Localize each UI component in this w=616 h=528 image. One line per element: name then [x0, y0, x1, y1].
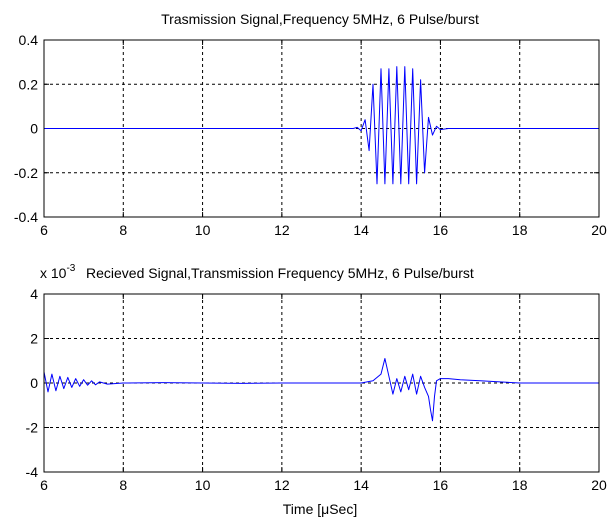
axis-scale-label: x 10-3	[40, 263, 76, 281]
y-tick-label: -0.2	[14, 165, 38, 181]
x-tick-label: 20	[591, 222, 607, 238]
x-tick-label: 6	[40, 222, 48, 238]
y-tick-label: -0.4	[14, 209, 38, 225]
axis-scale-base: x 10	[40, 265, 67, 281]
x-tick-label: 16	[433, 222, 449, 238]
x-tick-label: 10	[195, 222, 211, 238]
x-tick-label: 16	[433, 477, 449, 493]
y-tick-label: 4	[30, 286, 38, 302]
x-tick-label: 14	[353, 222, 369, 238]
series-layer	[44, 66, 599, 185]
axis-scale-exponent: -3	[66, 263, 75, 274]
y-tick-label: 2	[30, 331, 38, 347]
x-axis-label: Time [μSec]	[283, 501, 357, 517]
series-layer	[43, 358, 599, 422]
y-tick-label: 0.2	[19, 76, 39, 92]
x-tick-label: 12	[274, 222, 290, 238]
chart-title: Trasmission Signal,Frequency 5MHz, 6 Pul…	[161, 11, 479, 27]
y-tick-label: 0	[30, 375, 38, 391]
x-tick-label: 20	[591, 477, 607, 493]
x-tick-label: 12	[274, 477, 290, 493]
y-tick-label: 0.4	[19, 32, 39, 48]
x-tick-label: 10	[195, 477, 211, 493]
y-tick-label: 0	[30, 121, 38, 137]
x-tick-label: 8	[119, 477, 127, 493]
y-tick-label: -4	[26, 464, 39, 480]
series-line	[43, 358, 599, 422]
plot-frame	[43, 39, 600, 218]
received-chart: Recieved Signal,Transmission Frequency 5…	[26, 263, 607, 517]
series-line	[44, 66, 599, 185]
x-tick-label: 18	[512, 222, 528, 238]
tick-labels: 6 8 10 12 14 16 18 20 0.4 0.2 0 -0.2 -0.4	[14, 32, 607, 238]
chart-title: Recieved Signal,Transmission Frequency 5…	[86, 265, 474, 281]
y-tick-label: -2	[26, 420, 39, 436]
x-tick-label: 18	[512, 477, 528, 493]
x-tick-label: 6	[40, 477, 48, 493]
x-tick-label: 14	[353, 477, 369, 493]
plot-frame	[43, 293, 600, 473]
x-tick-label: 8	[119, 222, 127, 238]
transmission-chart: Trasmission Signal,Frequency 5MHz, 6 Pul…	[14, 11, 607, 238]
